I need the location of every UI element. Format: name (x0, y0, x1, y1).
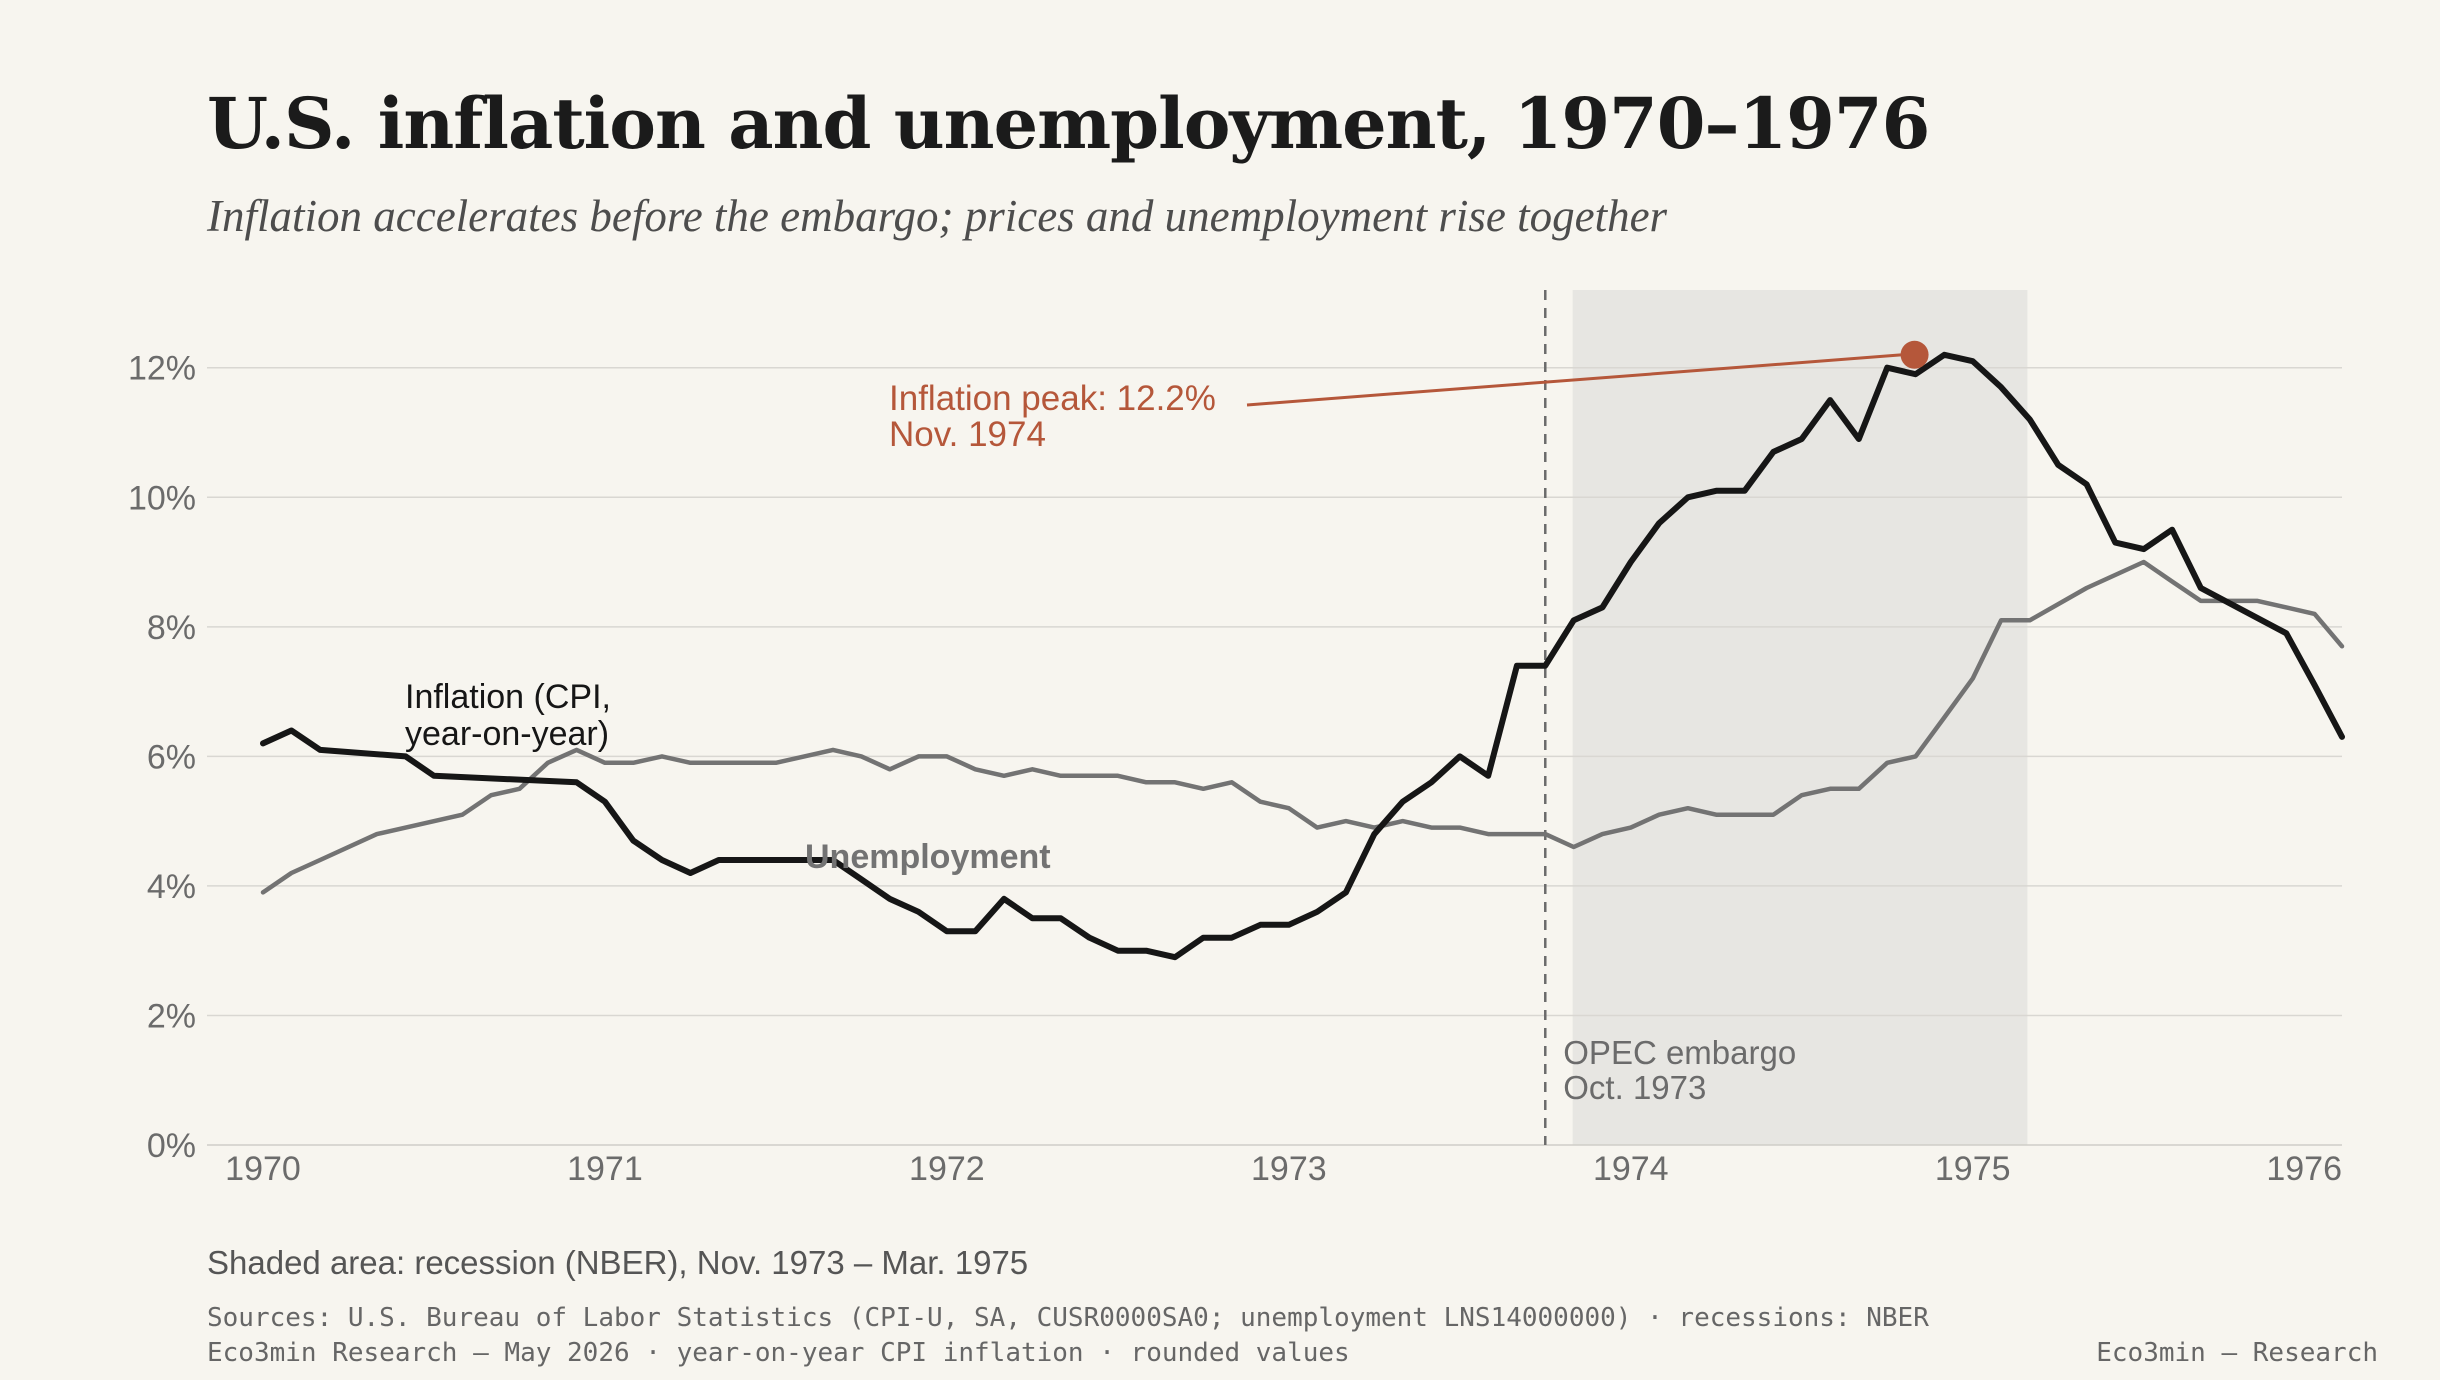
sources-text: Sources: U.S. Bureau of Labor Statistics… (207, 1303, 1929, 1333)
peak-callout-line (1246, 353, 1903, 407)
chart-title: U.S. inflation and unemployment, 1970–19… (207, 82, 1930, 165)
chart-subtitle: Inflation accelerates before the embargo… (207, 191, 1668, 241)
x-tick-label: 1974 (1593, 1150, 1669, 1188)
unemployment-line (260, 559, 2345, 895)
x-tick-label: 1973 (1251, 1150, 1327, 1188)
event-label: OPEC embargo (1563, 1034, 1796, 1071)
y-tick-label: 0% (147, 1127, 196, 1165)
peak-label: Nov. 1974 (889, 415, 1046, 454)
peak-label: Inflation peak: 12.2% (889, 379, 1216, 418)
y-tick-label: 8% (147, 609, 196, 647)
inflation-series-label: Inflation (CPI, (405, 678, 611, 716)
y-tick-label: 12% (128, 350, 196, 388)
y-tick-label: 4% (147, 868, 196, 906)
y-tick-label: 6% (147, 738, 196, 776)
credit-text: Eco3min Research — May 2026 · year-on-ye… (207, 1338, 1350, 1368)
x-tick-label: 1971 (567, 1150, 643, 1188)
y-tick-label: 10% (128, 479, 196, 517)
recession-shade (1572, 290, 2028, 1145)
recession-note: Shaded area: recession (NBER), Nov. 1973… (207, 1244, 1029, 1281)
event-label: Oct. 1973 (1563, 1069, 1706, 1106)
x-tick-label: 1972 (909, 1150, 985, 1188)
x-tick-label: 1975 (1935, 1150, 2011, 1188)
peak-marker (1900, 340, 1929, 369)
unemployment-series-label: Unemployment (805, 838, 1051, 876)
y-tick-label: 2% (147, 997, 196, 1035)
inflation-series-label: year-on-year) (405, 715, 609, 753)
brand-text: Eco3min — Research (2096, 1338, 2378, 1368)
x-tick-label: 1970 (225, 1150, 301, 1188)
x-tick-label: 1976 (2266, 1150, 2342, 1188)
inflation-line (260, 351, 2345, 961)
